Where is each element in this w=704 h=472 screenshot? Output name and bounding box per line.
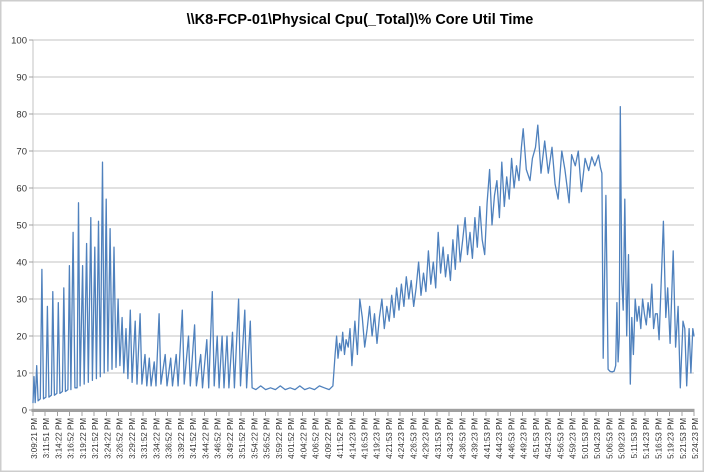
x-axis-tick-label: 3:34:22 PM xyxy=(152,418,161,459)
x-axis-tick-label: 3:56:52 PM xyxy=(263,418,272,459)
x-axis-tick-label: 4:24:23 PM xyxy=(397,418,406,459)
x-axis-tick-label: 3:51:52 PM xyxy=(238,418,247,459)
x-axis-tick-label: 3:14:22 PM xyxy=(54,418,63,459)
x-axis-tick-label: 5:06:53 PM xyxy=(605,418,614,459)
x-axis-tick-label: 4:46:53 PM xyxy=(507,418,516,459)
x-axis-tick-label: 4:29:23 PM xyxy=(422,418,431,459)
x-axis-tick-label: 5:09:23 PM xyxy=(618,418,627,459)
chart-title: \\K8-FCP-01\Physical Cpu(_Total)\% Core … xyxy=(187,12,534,28)
x-axis-tick-label: 3:36:52 PM xyxy=(165,418,174,459)
x-axis-tick-label: 5:21:53 PM xyxy=(679,418,688,459)
x-axis-tick-label: 5:01:53 PM xyxy=(581,418,590,459)
x-axis-labels: 3:09:21 PM 3:11:51 PM 3:14:22 PM 3:16:52 PM… xyxy=(30,418,700,459)
cpu-util-series-line xyxy=(32,105,695,404)
x-axis-tick-label: 5:19:23 PM xyxy=(667,418,676,459)
x-axis-tick-label: 3:41:52 PM xyxy=(189,418,198,459)
x-axis-tick-label: 3:26:52 PM xyxy=(116,418,125,459)
x-axis-tick-label: 4:56:53 PM xyxy=(556,418,565,459)
y-axis-ticks xyxy=(29,39,33,411)
x-axis-tick-label: 4:49:23 PM xyxy=(520,418,529,459)
x-axis-tick-label: 4:14:23 PM xyxy=(348,418,357,459)
y-gridlines xyxy=(33,39,694,374)
x-axis-tick-label: 4:39:23 PM xyxy=(471,418,480,459)
x-axis-tick-label: 3:39:22 PM xyxy=(177,418,186,459)
y-axis-tick-label: 20 xyxy=(16,332,27,343)
y-axis-tick-label: 80 xyxy=(16,110,27,121)
x-axis-tick-label: 3:46:52 PM xyxy=(214,418,223,459)
x-axis-tick-label: 3:31:52 PM xyxy=(140,418,149,459)
x-axis-tick-label: 3:49:22 PM xyxy=(226,418,235,459)
x-axis-tick-label: 4:26:53 PM xyxy=(409,418,418,459)
x-axis-tick-label: 3:16:52 PM xyxy=(67,418,76,459)
x-axis-tick-label: 4:16:53 PM xyxy=(361,418,370,459)
x-axis-tick-label: 5:04:23 PM xyxy=(593,418,602,459)
x-axis-tick-label: 4:51:53 PM xyxy=(532,418,541,459)
y-axis-tick-label: 70 xyxy=(16,147,27,158)
x-axis-tick-label: 4:36:53 PM xyxy=(458,418,467,459)
x-axis-tick-label: 5:24:23 PM xyxy=(691,418,700,459)
x-axis-tick-label: 3:54:22 PM xyxy=(250,418,259,459)
y-axis-tick-label: 50 xyxy=(16,221,27,232)
y-axis-tick-label: 10 xyxy=(16,369,27,380)
y-axis-tick-label: 0 xyxy=(22,406,27,417)
x-axis-tick-label: 4:21:53 PM xyxy=(385,418,394,459)
x-axis-tick-label: 4:41:53 PM xyxy=(483,418,492,459)
x-axis-tick-label: 5:16:53 PM xyxy=(654,418,663,459)
y-axis-tick-label: 30 xyxy=(16,295,27,306)
x-axis-tick-label: 4:09:22 PM xyxy=(324,418,333,459)
x-axis-tick-label: 3:59:22 PM xyxy=(275,418,284,459)
x-axis-tick-label: 3:09:21 PM xyxy=(30,418,39,459)
y-axis-tick-label: 40 xyxy=(16,258,27,269)
x-axis-tick-label: 3:44:22 PM xyxy=(201,418,210,459)
x-axis-tick-label: 5:14:23 PM xyxy=(642,418,651,459)
x-axis-tick-label: 4:59:23 PM xyxy=(569,418,578,459)
x-axis-tick-label: 4:11:52 PM xyxy=(336,418,345,459)
y-axis-tick-label: 60 xyxy=(16,184,27,195)
x-axis-tick-label: 4:54:23 PM xyxy=(544,418,553,459)
y-axis-labels: 0 10 20 30 40 50 60 70 80 90 100 xyxy=(11,36,27,417)
y-axis-tick-label: 90 xyxy=(16,73,27,84)
y-axis-tick-label: 100 xyxy=(11,36,27,47)
x-axis-tick-label: 5:11:53 PM xyxy=(630,418,639,459)
x-axis-tick-label: 4:31:53 PM xyxy=(434,418,443,459)
x-axis-tick-label: 3:11:51 PM xyxy=(42,418,51,459)
x-axis-tick-label: 3:29:22 PM xyxy=(128,418,137,459)
x-axis-tick-label: 3:19:22 PM xyxy=(79,418,88,459)
x-axis-tick-label: 4:34:23 PM xyxy=(446,418,455,459)
x-axis-line xyxy=(31,408,695,412)
x-axis-tick-label: 4:06:52 PM xyxy=(312,418,321,459)
x-axis-tick-label: 4:04:22 PM xyxy=(299,418,308,459)
x-axis-ticks xyxy=(32,412,695,416)
x-axis-tick-label: 3:21:52 PM xyxy=(91,418,100,459)
x-axis-tick-label: 4:01:52 PM xyxy=(287,418,296,459)
x-axis-tick-label: 4:44:23 PM xyxy=(495,418,504,459)
x-axis-tick-label: 3:24:22 PM xyxy=(103,418,112,459)
x-axis-tick-label: 4:19:23 PM xyxy=(373,418,382,459)
